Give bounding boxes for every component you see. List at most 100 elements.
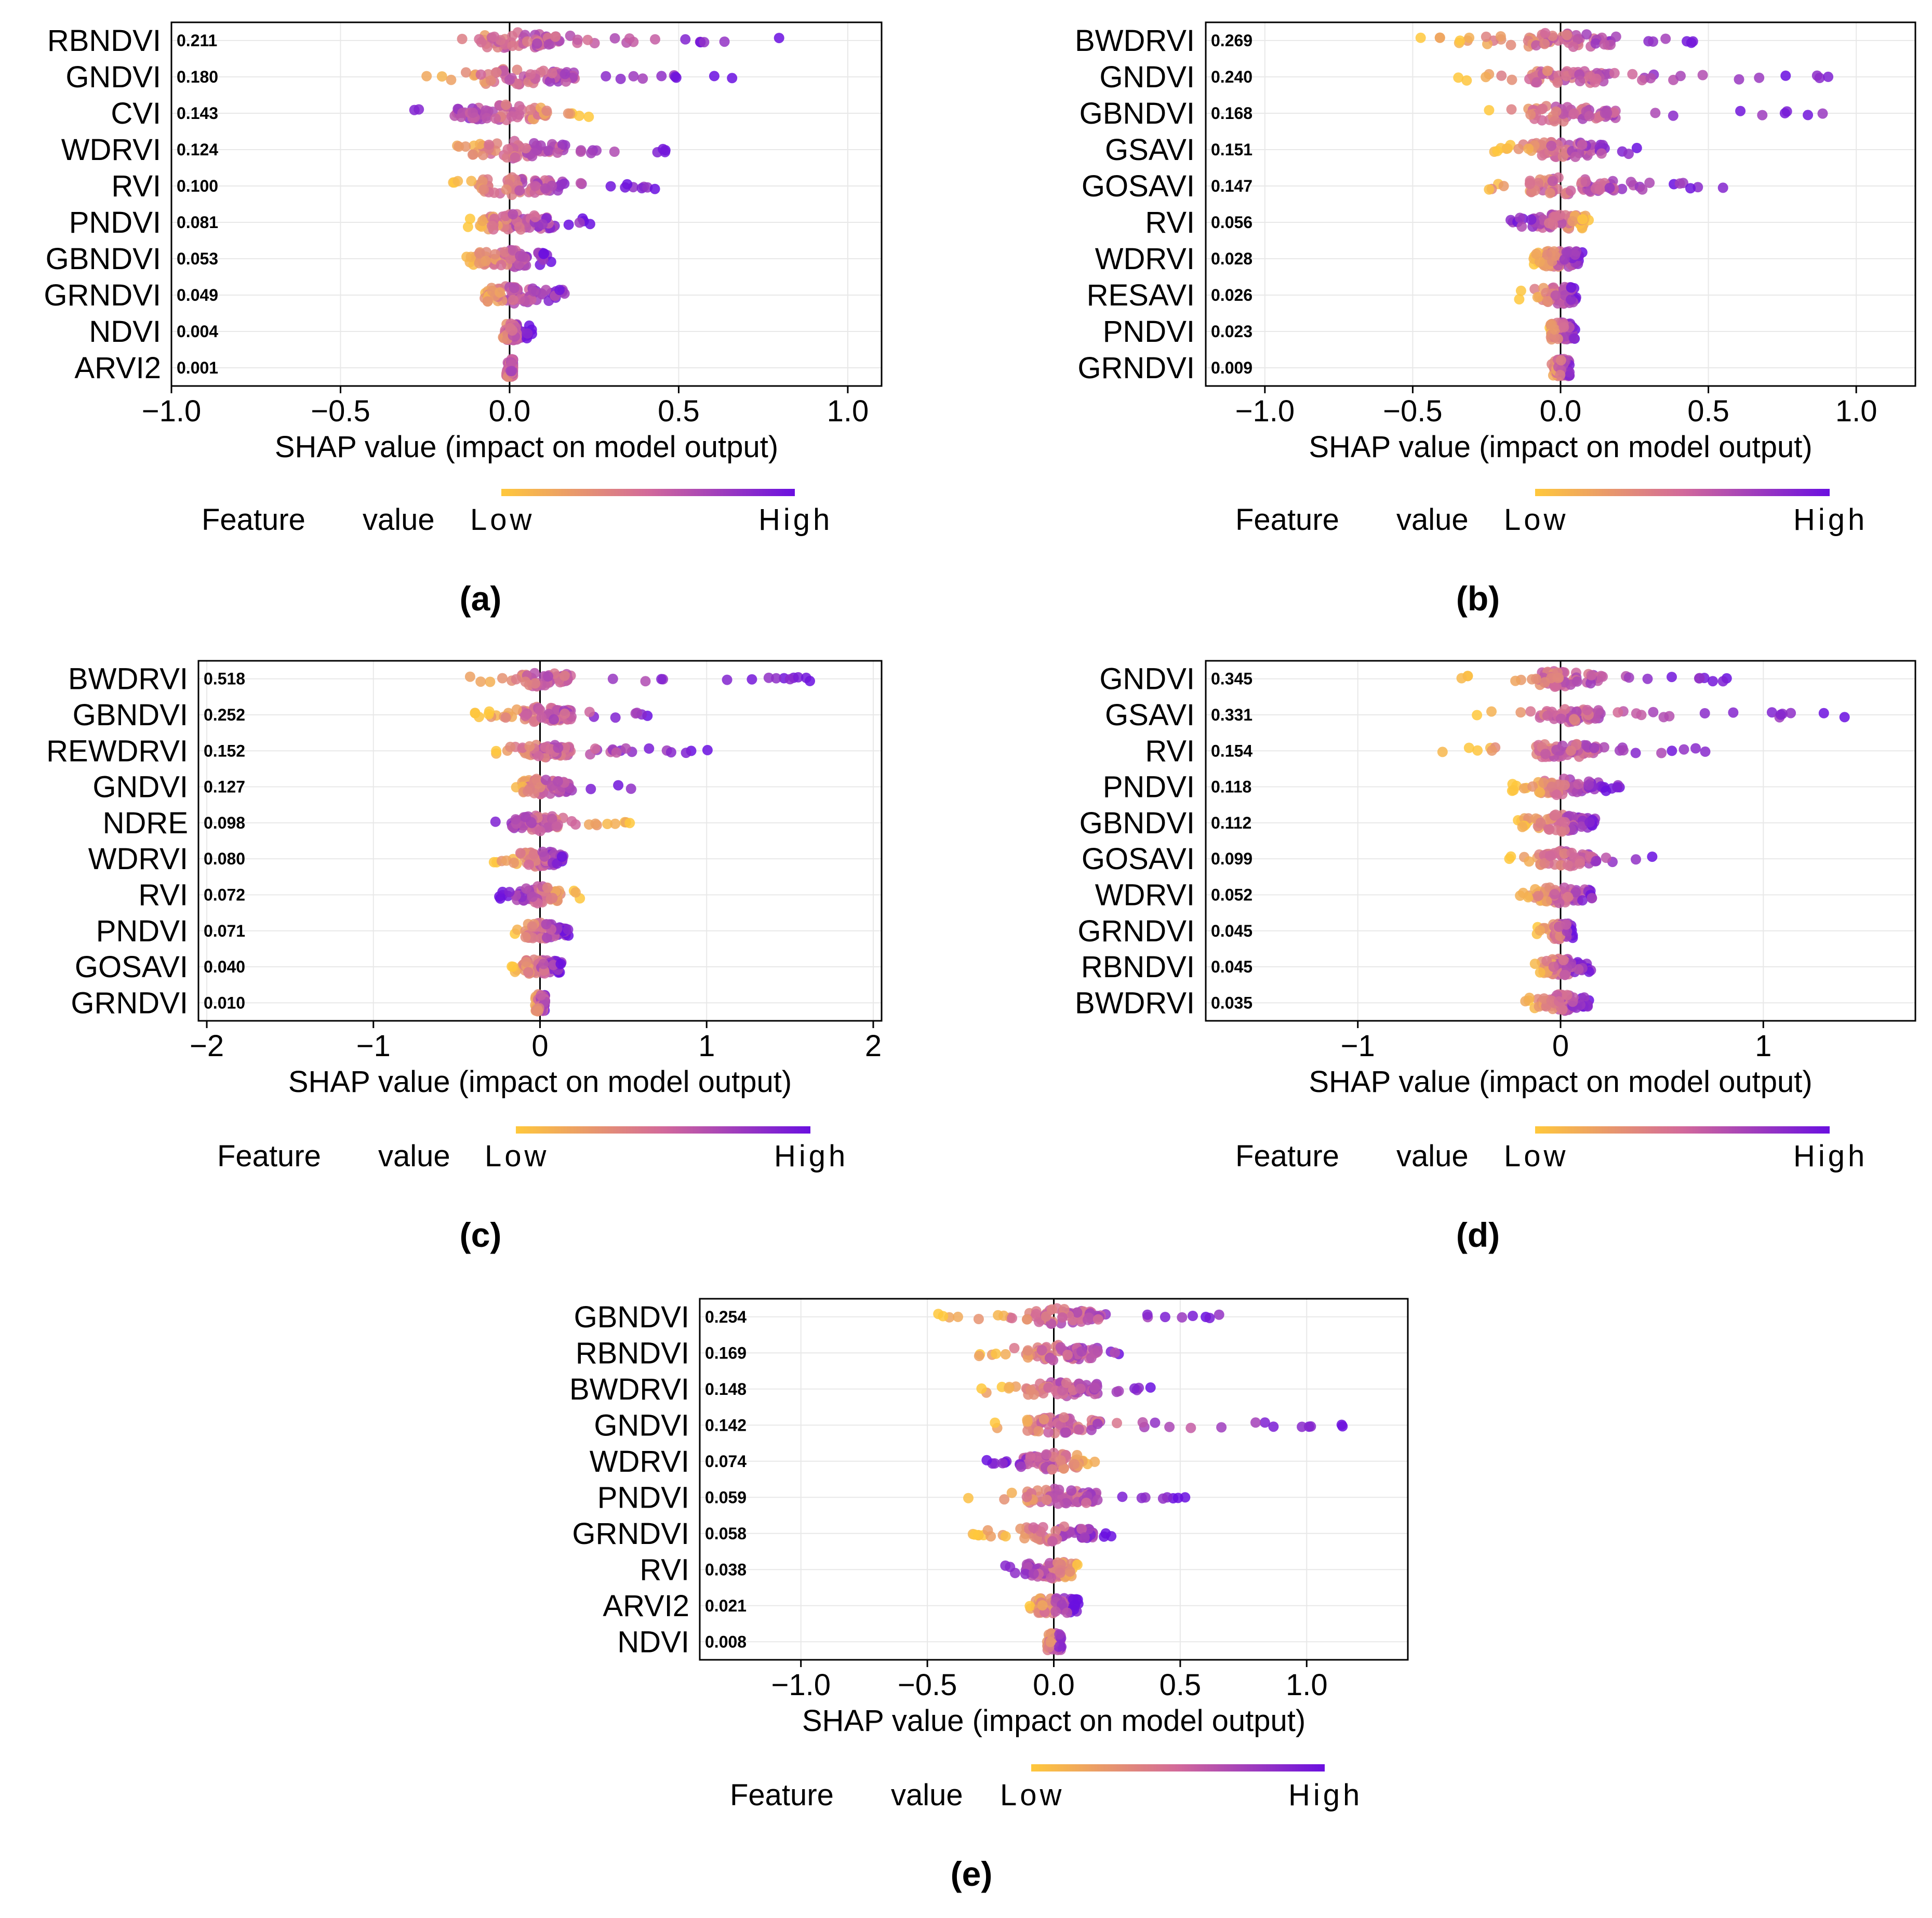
data-point (508, 245, 518, 256)
panel-caption: (b) (1456, 579, 1500, 618)
data-point (1565, 679, 1576, 690)
feature-label: RBNDVI (576, 1336, 689, 1370)
data-point (1037, 1600, 1048, 1611)
data-point (520, 296, 531, 307)
data-point (640, 676, 651, 687)
data-point (559, 708, 570, 719)
colorbar-title-feature: Feature (730, 1778, 834, 1812)
data-point (462, 221, 473, 232)
importance-value: 0.072 (204, 885, 245, 904)
data-point (1754, 72, 1765, 83)
data-point (1064, 1566, 1075, 1577)
feature-label: WDRVI (1095, 878, 1195, 912)
data-point (1092, 1419, 1103, 1429)
data-point (1817, 108, 1828, 119)
importance-value: 0.142 (705, 1416, 747, 1434)
data-point (1061, 1498, 1072, 1509)
data-point (1631, 142, 1642, 153)
data-point (1057, 1385, 1068, 1396)
importance-value: 0.009 (1211, 358, 1253, 377)
data-point (1554, 209, 1565, 220)
feature-label: GBNDVI (574, 1300, 689, 1334)
data-point (1553, 996, 1564, 1007)
importance-value: 0.143 (177, 104, 218, 123)
data-point (585, 783, 596, 794)
data-point (1549, 116, 1560, 127)
data-point (1625, 177, 1636, 188)
data-point (1590, 38, 1601, 49)
data-point (524, 741, 535, 752)
data-point (1539, 148, 1550, 159)
data-point (535, 825, 545, 836)
data-point (1552, 334, 1563, 344)
data-point (475, 69, 486, 80)
importance-value: 0.071 (204, 922, 245, 940)
data-point (1775, 709, 1786, 720)
data-point (1025, 1384, 1036, 1395)
data-point (1612, 782, 1623, 793)
data-point (485, 75, 496, 86)
importance-value: 0.021 (705, 1596, 747, 1615)
data-point (699, 37, 710, 48)
data-point (502, 144, 513, 155)
data-point (520, 710, 531, 721)
importance-value: 0.148 (705, 1380, 747, 1398)
data-point (1690, 743, 1701, 754)
data-point (1558, 955, 1569, 966)
feature-label: NDVI (617, 1625, 689, 1659)
data-point (550, 31, 561, 42)
data-point (801, 672, 811, 683)
data-point (1568, 714, 1579, 725)
data-point (1570, 249, 1580, 260)
importance-value: 0.151 (1211, 140, 1253, 159)
feature-label: RVI (138, 878, 188, 912)
data-point (1648, 707, 1659, 717)
data-point (509, 283, 519, 294)
data-point (1573, 34, 1583, 45)
data-point (1089, 1382, 1100, 1393)
data-point (624, 33, 635, 44)
data-point (1059, 1304, 1070, 1314)
data-point (484, 139, 495, 150)
data-point (1022, 1416, 1033, 1427)
data-point (525, 69, 536, 80)
feature-label: GNDVI (1099, 662, 1195, 696)
data-point (543, 39, 554, 50)
data-point (505, 254, 516, 264)
data-point (784, 674, 795, 685)
data-point (541, 105, 552, 116)
data-point (537, 846, 548, 857)
data-point (602, 819, 613, 829)
data-point (1057, 1600, 1068, 1610)
data-point (1576, 821, 1587, 832)
data-point (1566, 294, 1577, 305)
points (464, 668, 815, 1017)
data-point (1542, 249, 1553, 260)
data-point (1507, 74, 1517, 85)
data-point (504, 887, 515, 898)
data-point (1145, 1382, 1156, 1393)
data-point (1551, 106, 1562, 117)
data-point (1486, 706, 1497, 717)
feature-label: BWDRVI (1075, 24, 1195, 58)
data-point (457, 34, 468, 44)
data-point (671, 72, 682, 83)
data-point (1455, 35, 1465, 46)
data-point (528, 849, 539, 860)
data-point (1000, 1531, 1011, 1542)
feature-label: GOSAVI (1082, 169, 1195, 203)
data-point (991, 1348, 1002, 1359)
x-tick-label: 0.0 (1033, 1668, 1075, 1702)
data-point (575, 178, 586, 189)
data-point (1514, 294, 1525, 305)
data-point (1070, 1600, 1081, 1610)
feature-label: BWDRVI (68, 662, 188, 696)
data-point (1530, 673, 1541, 684)
data-point (547, 814, 557, 824)
panel-caption: (c) (460, 1216, 502, 1254)
data-point (530, 678, 541, 689)
data-point (981, 1455, 992, 1466)
data-point (1630, 748, 1641, 758)
data-point (532, 1006, 543, 1017)
importance-value: 0.269 (1211, 31, 1253, 50)
